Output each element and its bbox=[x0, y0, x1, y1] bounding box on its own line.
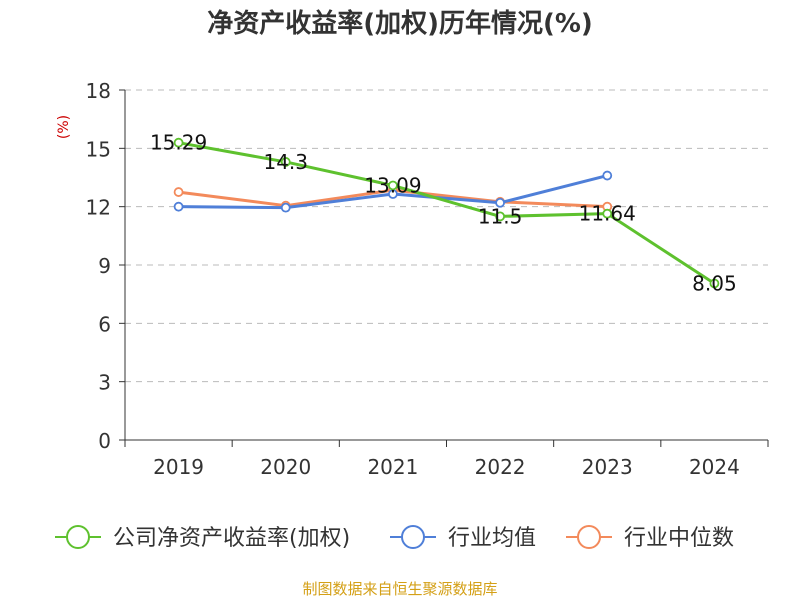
legend-label: 公司净资产收益率(加权) bbox=[113, 526, 350, 551]
legend-marker bbox=[401, 525, 425, 549]
axes-layer: 0 3 6 9 12 15 18 2019 2020 2021 2022 2023 2024 bbox=[86, 79, 769, 479]
data-label: 11.64 bbox=[579, 202, 636, 226]
data-point bbox=[280, 157, 291, 167]
data-label: 11.5 bbox=[478, 204, 523, 228]
x-tick-label: 2024 bbox=[689, 455, 740, 479]
y-tick-label: 15 bbox=[86, 137, 111, 161]
data-point bbox=[602, 170, 613, 181]
chart-title: 净资产收益率(加权)历年情况(%) bbox=[207, 8, 593, 39]
data-point bbox=[495, 211, 505, 222]
data-point bbox=[709, 278, 720, 289]
legend-label: 行业中位数 bbox=[624, 526, 734, 551]
series-line bbox=[178, 141, 716, 285]
data-point bbox=[173, 187, 184, 197]
legend-label: 行业均值 bbox=[448, 526, 536, 551]
data-label: 15.29 bbox=[150, 131, 207, 155]
x-tick-label: 2022 bbox=[475, 455, 526, 479]
y-axis-label: (%) bbox=[56, 115, 72, 139]
legend-marker bbox=[66, 525, 90, 549]
data-point bbox=[388, 180, 398, 191]
y-tick-label: 0 bbox=[98, 429, 111, 453]
data-point bbox=[280, 202, 291, 213]
x-tick-label: 2023 bbox=[582, 455, 633, 479]
y-tick-label: 18 bbox=[86, 79, 111, 103]
legend-marker bbox=[577, 525, 601, 549]
y-tick-label: 9 bbox=[98, 254, 111, 278]
y-tick-label: 12 bbox=[86, 196, 111, 220]
data-label: 13.09 bbox=[364, 173, 421, 197]
x-tick-label: 2019 bbox=[153, 455, 204, 479]
data-point bbox=[173, 201, 184, 212]
data-label: 14.3 bbox=[263, 150, 308, 174]
series-layer bbox=[173, 137, 720, 289]
data-point bbox=[602, 208, 613, 219]
y-tick-label: 6 bbox=[98, 312, 111, 336]
data-labels-layer: 15.29 14.3 13.09 11.5 11.64 8.05 bbox=[150, 131, 737, 296]
legend: 公司净资产收益率(加权) 行业均值 行业中位数 bbox=[55, 525, 734, 551]
x-tick-label: 2020 bbox=[260, 455, 311, 479]
x-tick-label: 2021 bbox=[367, 455, 418, 479]
source-note: 制图数据来自恒生聚源数据库 bbox=[302, 580, 497, 598]
data-point bbox=[173, 137, 184, 148]
y-tick-label: 3 bbox=[98, 371, 111, 395]
data-label: 8.05 bbox=[692, 271, 737, 295]
grid-layer bbox=[125, 89, 768, 383]
data-point bbox=[495, 197, 505, 208]
